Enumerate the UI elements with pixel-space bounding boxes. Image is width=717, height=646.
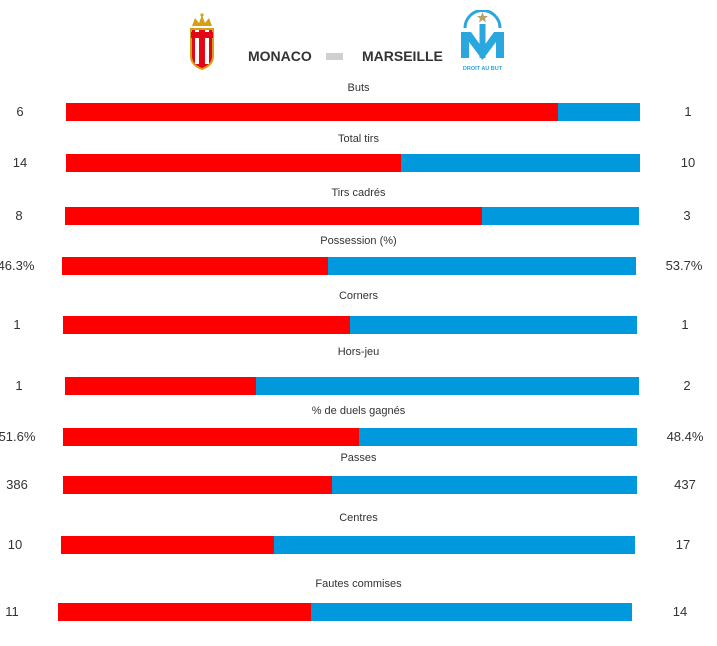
home-stat-value: 1 <box>13 317 21 332</box>
stat-label: % de duels gagnés <box>311 405 406 417</box>
versus-separator <box>326 53 343 60</box>
stat-label: Passes <box>340 452 377 464</box>
home-bar-segment <box>62 257 328 275</box>
stat-label: Buts <box>347 82 370 94</box>
stat-bar <box>66 154 640 172</box>
home-bar-segment <box>65 377 257 395</box>
away-bar-segment <box>350 316 637 334</box>
home-bar-segment <box>61 536 274 554</box>
away-team-name: MARSEILLE <box>362 48 443 64</box>
stat-label: Centres <box>339 512 378 524</box>
home-stat-value: 10 <box>7 537 23 552</box>
home-stat-value: 6 <box>16 104 24 119</box>
home-bar-segment <box>63 428 360 446</box>
home-stat-value: 8 <box>15 208 23 223</box>
away-stat-value: 48.4% <box>666 429 704 444</box>
stat-bar <box>63 428 637 446</box>
marseille-crest-icon: DROIT AU BUT <box>461 10 504 72</box>
stat-bar <box>66 103 640 121</box>
away-bar-segment <box>327 257 636 275</box>
away-bar-segment <box>256 377 639 395</box>
away-stat-value: 17 <box>675 537 691 552</box>
away-stat-value: 3 <box>683 208 691 223</box>
match-header: MONACO MARSEILLE DROIT AU BUT <box>0 0 717 80</box>
away-stat-value: 10 <box>680 155 696 170</box>
home-bar-segment <box>58 603 311 621</box>
away-bar-segment <box>273 536 635 554</box>
stat-bar <box>61 536 635 554</box>
away-bar-segment <box>482 207 639 225</box>
home-team-name: MONACO <box>248 48 312 64</box>
home-stat-value: 14 <box>12 155 28 170</box>
home-bar-segment <box>65 207 483 225</box>
away-stat-value: 53.7% <box>665 258 703 273</box>
away-stat-value: 437 <box>674 477 696 492</box>
stat-bar <box>63 316 637 334</box>
stat-label: Possession (%) <box>320 235 397 247</box>
home-stat-value: 51.6% <box>0 429 36 444</box>
away-stat-value: 2 <box>683 378 691 393</box>
away-bar-segment <box>359 428 637 446</box>
away-bar-segment <box>332 476 637 494</box>
away-stat-value: 1 <box>684 104 692 119</box>
home-bar-segment <box>63 316 350 334</box>
home-bar-segment <box>66 103 558 121</box>
stat-label: Corners <box>338 290 379 302</box>
stat-bar <box>58 603 632 621</box>
stat-label: Fautes commises <box>315 578 402 590</box>
home-stat-value: 1 <box>15 378 23 393</box>
stat-label: Total tirs <box>338 133 379 145</box>
home-bar-segment <box>66 154 401 172</box>
svg-text:DROIT AU BUT: DROIT AU BUT <box>463 66 503 72</box>
away-stat-value: 14 <box>672 604 688 619</box>
stat-bar <box>65 207 639 225</box>
away-bar-segment <box>400 154 640 172</box>
away-stat-value: 1 <box>681 317 689 332</box>
monaco-crest-icon <box>190 13 214 70</box>
home-stat-value: 11 <box>5 604 19 619</box>
stat-bar <box>63 476 637 494</box>
stat-label: Hors-jeu <box>337 346 380 358</box>
stat-label: Tirs cadrés <box>331 187 386 199</box>
stat-bar <box>62 257 636 275</box>
home-stat-value: 386 <box>6 477 28 492</box>
home-stat-value: 46.3% <box>0 258 35 273</box>
stat-bar <box>65 377 639 395</box>
away-bar-segment <box>558 103 640 121</box>
away-bar-segment <box>310 603 632 621</box>
home-bar-segment <box>63 476 333 494</box>
